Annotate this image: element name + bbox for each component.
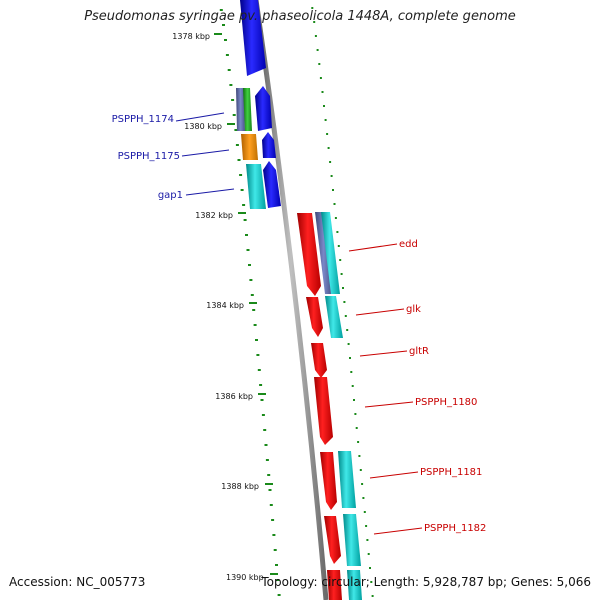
gene-pspph-1181[interactable] <box>338 451 356 508</box>
label-pspph-1181[interactable]: PSPPH_1181 <box>420 467 482 478</box>
leader-pspph-1174 <box>175 112 225 122</box>
kbp-label-1390: 1390 kbp <box>226 573 264 582</box>
forward-strand-genes <box>297 212 362 600</box>
gene-glk[interactable] <box>325 296 343 338</box>
kbp-label-1388: 1388 kbp <box>221 482 259 491</box>
kbp-label-1380: 1380 kbp <box>184 122 222 131</box>
label-pspph-1180[interactable]: PSPPH_1180 <box>415 397 477 408</box>
gene-pspph-1174-body[interactable] <box>236 88 245 131</box>
reverse-strand-genes <box>236 0 281 209</box>
gene-edd-cyan[interactable] <box>321 212 340 294</box>
gene-red-bottom[interactable] <box>327 570 342 600</box>
leader-pspph-1175 <box>181 149 230 157</box>
kbp-label-1386: 1386 kbp <box>215 392 253 401</box>
scale-ruler <box>219 9 281 596</box>
gene-red-1[interactable] <box>297 213 321 296</box>
gene-green[interactable] <box>243 88 252 131</box>
leader-gltr <box>359 350 408 357</box>
accession-text: Accession: NC_005773 <box>9 575 146 589</box>
gene-cyan-bottom[interactable] <box>347 570 362 600</box>
genome-backbone <box>253 0 329 600</box>
label-glk[interactable]: glk <box>406 304 421 315</box>
gene-red-2[interactable] <box>306 297 323 337</box>
gene-gltr[interactable] <box>311 343 327 378</box>
gene-gap1[interactable] <box>246 164 266 209</box>
label-pspph-1174[interactable]: PSPPH_1174 <box>112 114 174 125</box>
kbp-label-1378: 1378 kbp <box>172 32 210 41</box>
label-edd[interactable]: edd <box>399 239 418 250</box>
gene-edd-slate[interactable] <box>315 212 332 294</box>
leader-glk <box>355 308 405 316</box>
kbp-labels: 1378 kbp 1380 kbp 1382 kbp 1384 kbp 1386… <box>172 32 278 582</box>
gene-pspph-1181-red[interactable] <box>320 452 337 510</box>
label-pspph-1175[interactable]: PSPPH_1175 <box>118 151 180 162</box>
left-gene-labels: PSPPH_1174 PSPPH_1175 gap1 <box>112 112 235 201</box>
kbp-label-1384: 1384 kbp <box>206 301 244 310</box>
leader-pspph-1182 <box>373 527 423 535</box>
leader-pspph-1180 <box>364 401 414 408</box>
label-gltr[interactable]: gltR <box>409 346 429 357</box>
gene-blue-4[interactable] <box>263 161 281 208</box>
gene-blue-2[interactable] <box>255 86 272 131</box>
gene-pspph-1175[interactable] <box>241 134 258 160</box>
gene-pspph-1182-red[interactable] <box>324 516 341 564</box>
leader-gap1 <box>185 188 235 196</box>
kbp-label-1382: 1382 kbp <box>195 211 233 220</box>
leader-pspph-1181 <box>369 471 419 479</box>
map-title: Pseudomonas syringae pv. phaseolicola 14… <box>84 9 516 24</box>
leader-edd <box>348 243 398 252</box>
label-pspph-1182[interactable]: PSPPH_1182 <box>424 523 486 534</box>
right-gene-labels: edd glk gltR PSPPH_1180 PSPPH_1181 PSPPH… <box>348 239 486 535</box>
inner-dotted-track <box>311 7 374 597</box>
gene-blue-3[interactable] <box>262 132 276 158</box>
genome-stats-text: Topology: circular; Length: 5,928,787 bp… <box>261 575 591 589</box>
gene-pspph-1180[interactable] <box>314 377 333 445</box>
label-gap1[interactable]: gap1 <box>158 190 183 201</box>
gene-pspph-1182[interactable] <box>343 514 361 566</box>
gene-blue-1[interactable] <box>240 0 266 76</box>
